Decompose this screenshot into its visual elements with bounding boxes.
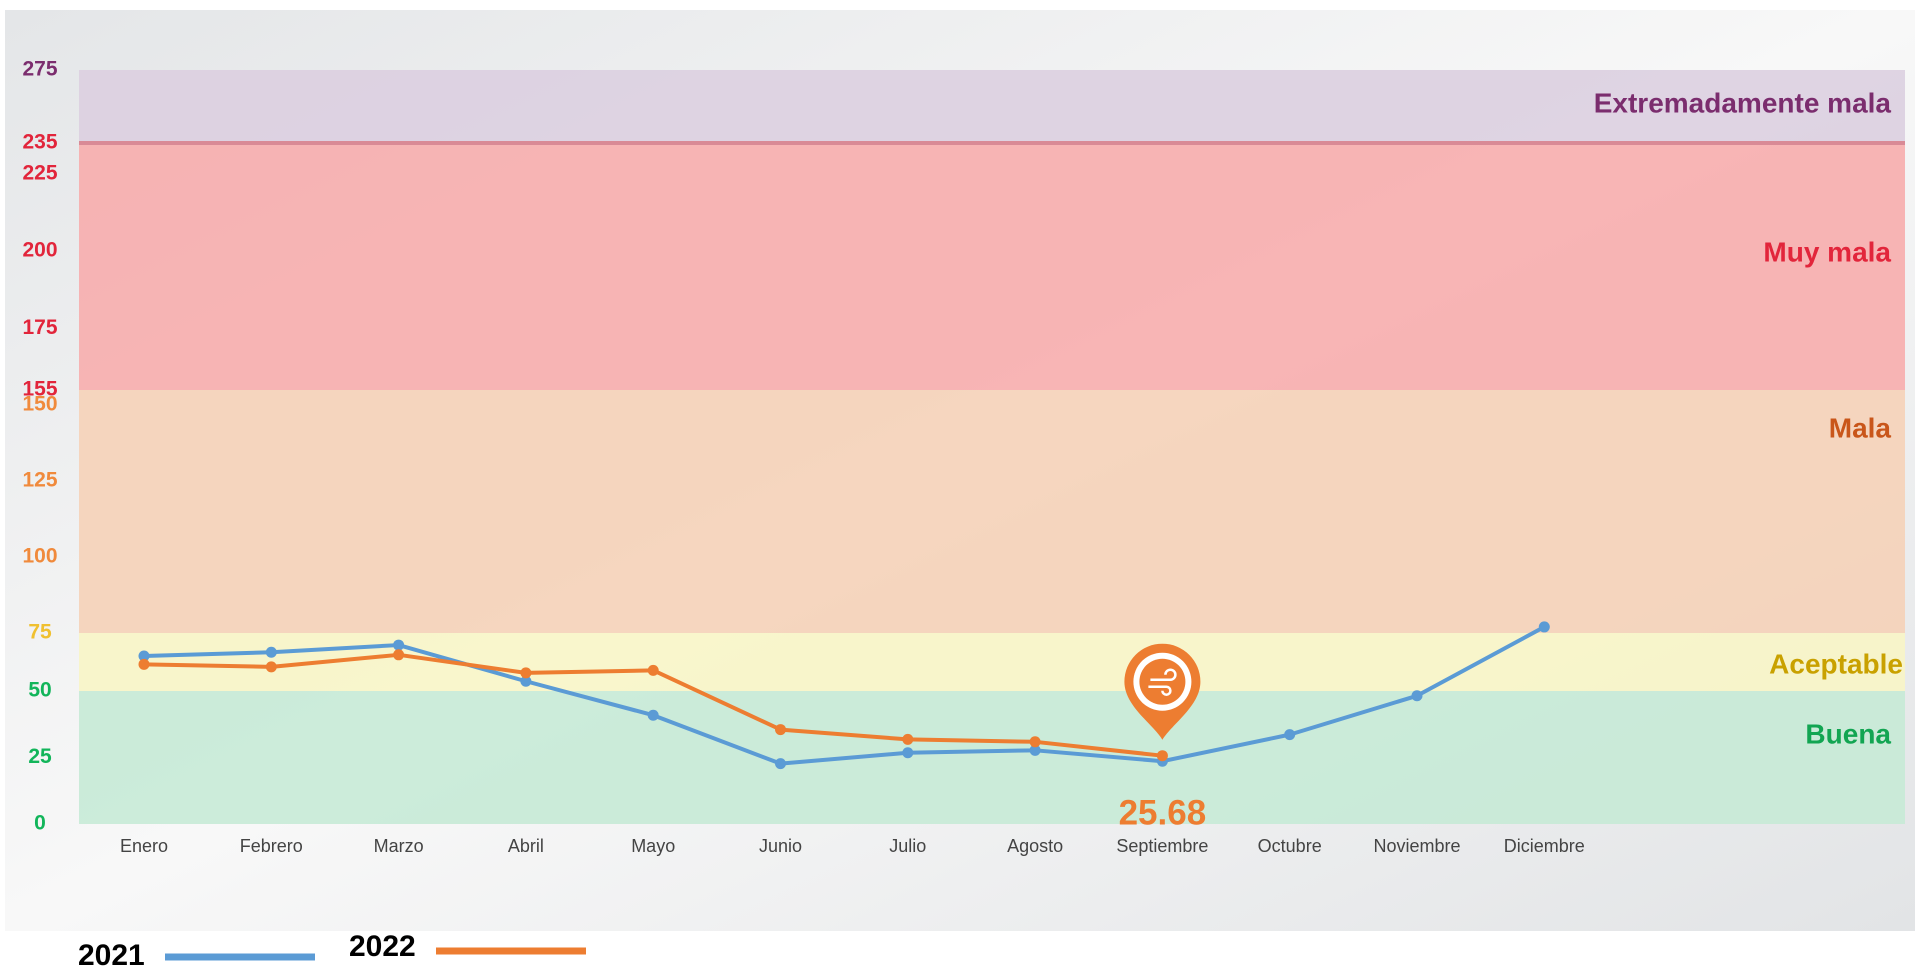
x-tick-label: Junio [759,836,802,856]
y-tick-label: 155 [22,378,57,401]
band [79,143,1905,390]
x-tick-label: Octubre [1258,836,1322,856]
y-tick-label: 125 [22,469,57,492]
x-tick-label: Julio [889,836,926,856]
band-name: Mala [1829,412,1892,443]
data-point [1411,690,1423,702]
band-name: Buena [1805,718,1891,749]
y-tick-label: 275 [22,58,57,81]
data-point [520,675,532,687]
y-tick-label: 0 [34,812,46,835]
y-tick-label: 100 [22,545,57,568]
data-point [1156,750,1168,762]
x-tick-label: Mayo [631,836,675,856]
data-point [265,661,277,673]
value-label: 25.68 [1119,793,1207,832]
y-tick-label: 200 [22,239,57,262]
data-point [1538,621,1550,633]
y-tick-label: 50 [28,679,51,702]
x-tick-label: Agosto [1007,836,1063,856]
x-tick-label: Febrero [240,836,303,856]
data-point [393,649,405,661]
data-point [1029,744,1041,756]
data-point [902,733,914,745]
band [79,390,1905,633]
pin-marker [1124,643,1201,740]
data-point [138,658,150,670]
data-point [138,650,150,662]
x-tick-label: Abril [508,836,544,856]
y-tick-label: 225 [22,161,57,184]
x-tick-label: Enero [120,836,168,856]
y-tick-label: 175 [22,316,57,339]
data-point [1029,736,1041,748]
y-tick-label: 235 [22,131,57,154]
data-point [775,724,786,736]
band [79,633,1905,691]
y-tick-label: 25 [28,745,52,768]
x-tick-label: Diciembre [1504,836,1585,856]
y-tick-label: 75 [28,621,52,644]
band-name: Aceptable [1769,648,1903,679]
band [79,70,1905,143]
data-point [902,747,914,759]
legend-label: 2022 [349,930,416,963]
data-point [775,758,786,770]
pin-icon [1139,658,1186,705]
band-name: Extremadamente mala [1594,87,1892,118]
pin-icon-wind [1148,668,1177,696]
y-tick-label: 150 [22,393,57,416]
x-tick-label: Marzo [374,836,424,856]
x-tick-label: Noviembre [1373,836,1460,856]
data-point [647,709,659,721]
data-point [647,664,659,676]
data-point [520,667,532,679]
data-point [393,639,405,651]
series-line [143,625,1546,766]
band-name: Muy mala [1763,236,1891,267]
legend-label: 2021 [78,939,145,970]
data-point [1284,729,1296,741]
band [79,691,1905,824]
x-tick-label: Septiembre [1116,836,1208,856]
data-point [265,646,277,658]
